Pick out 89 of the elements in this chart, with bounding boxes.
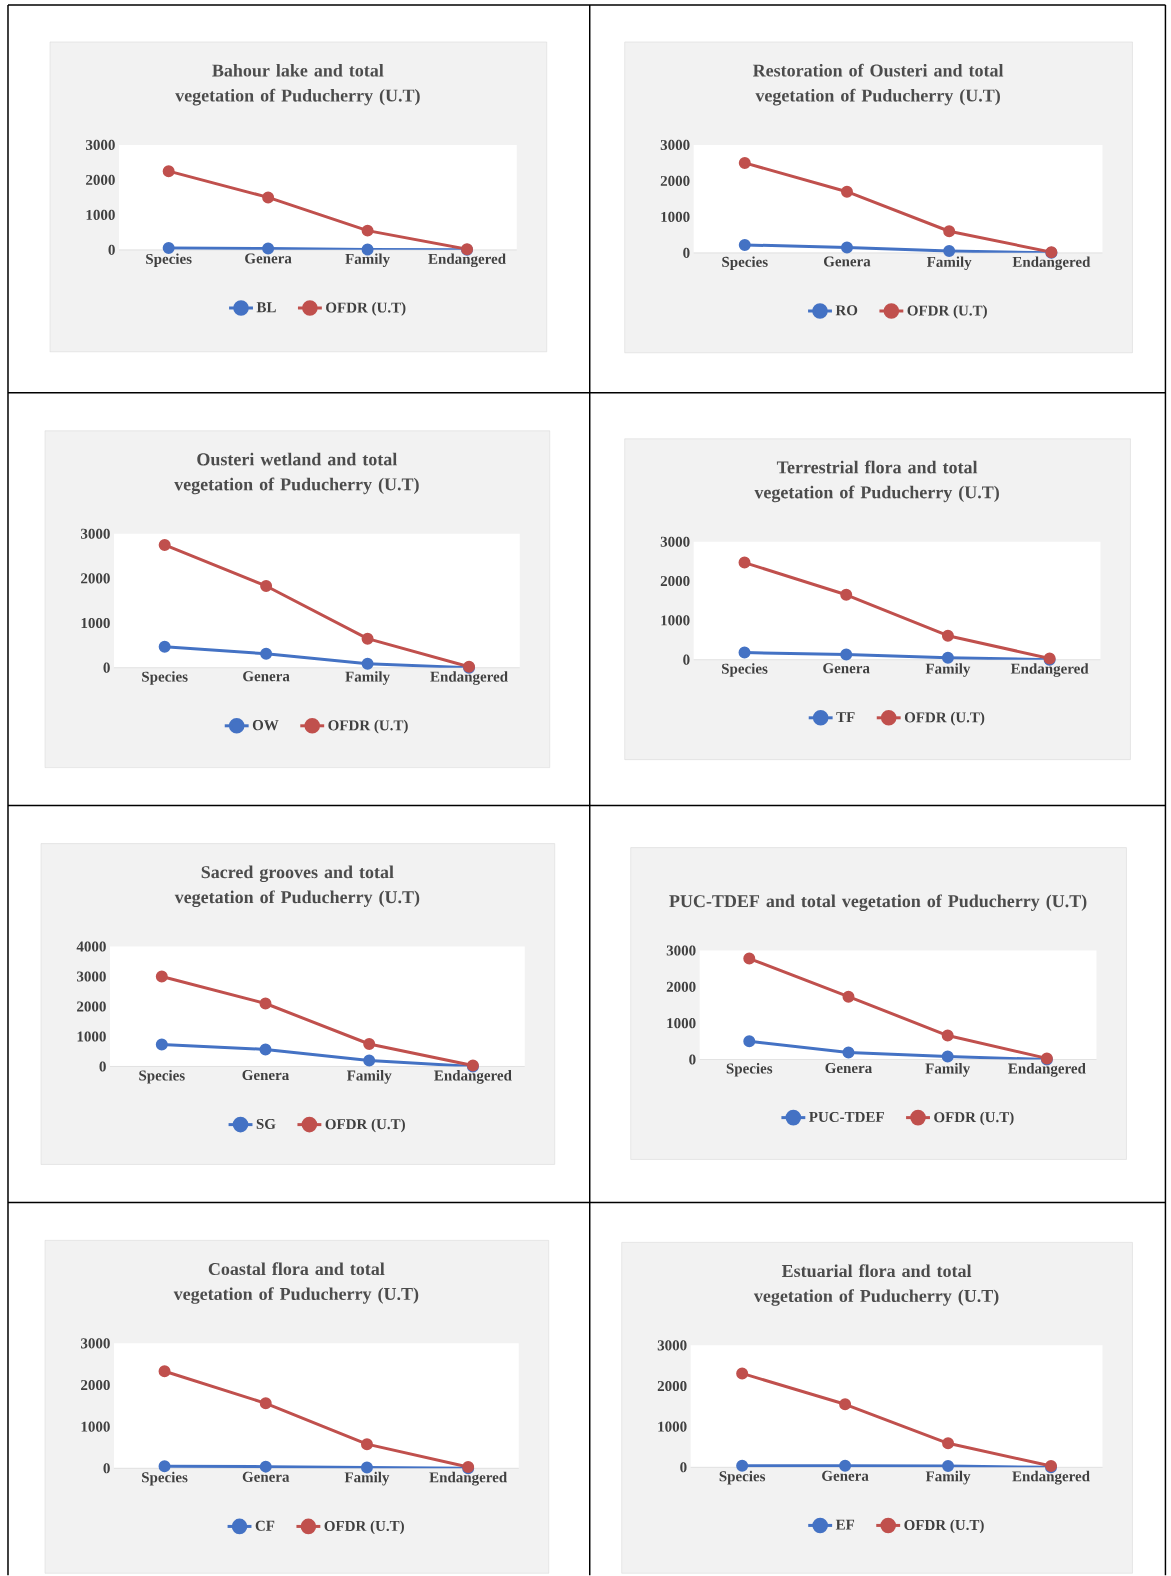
- y-tick-label: 1000: [658, 1421, 687, 1432]
- y-tick-label: 0: [682, 654, 690, 665]
- x-tick-label: Genera: [821, 1470, 869, 1481]
- x-tick-label: Genera: [823, 256, 871, 267]
- y-tick-label: 0: [99, 1061, 106, 1072]
- legend-label: OFDR (U.T): [907, 305, 987, 319]
- y-tick-label: 1000: [661, 211, 690, 222]
- y-tick-label: 1000: [77, 1031, 106, 1042]
- y-tick-label: 0: [680, 1462, 687, 1473]
- y-tick-label: 2000: [657, 1380, 687, 1392]
- x-tick-label: Genera: [242, 1471, 290, 1482]
- x-tick-label: Endangered: [1012, 1470, 1090, 1485]
- legend-label: CF: [255, 1520, 275, 1531]
- x-tick-label: Family: [345, 253, 390, 268]
- x-tick-label: Genera: [823, 663, 870, 674]
- y-tick-label: 2000: [666, 981, 696, 992]
- chart-title: Sacred grooves and total vegetation of Puducherry (U.T): [174, 865, 420, 908]
- x-tick-label: Species: [722, 256, 768, 270]
- legend-label: PUC-TDEF: [808, 1111, 884, 1122]
- y-tick-label: 1000: [86, 209, 115, 220]
- y-tick-label: 3000: [85, 139, 115, 150]
- y-tick-label: 1000: [667, 1018, 696, 1029]
- chart-title: Restoration of Ousteri and total vegetation of Puducherry (U.T): [752, 63, 1003, 106]
- y-tick-label: 3000: [657, 1340, 687, 1351]
- x-tick-label: Family: [346, 1070, 392, 1084]
- y-tick-label: 3000: [660, 536, 690, 547]
- legend-label: SG: [256, 1118, 276, 1129]
- x-tick-label: Family: [345, 671, 390, 685]
- chart-title: PUC-TDEF and total vegetation of Puducherry (U.T): [669, 894, 1087, 912]
- x-tick-label: Species: [721, 663, 768, 677]
- chart-title: Bahour lake and total vegetation of Puducherry (U.T): [174, 63, 420, 106]
- x-tick-label: Genera: [242, 1070, 289, 1081]
- legend-label: TF: [836, 712, 855, 722]
- y-tick-label: 1000: [81, 617, 110, 629]
- x-tick-label: Family: [926, 256, 972, 271]
- x-tick-label: Species: [145, 253, 192, 267]
- legend-label: OFDR (U.T): [933, 1111, 1014, 1126]
- y-tick-label: 2000: [660, 175, 690, 186]
- x-tick-label: Family: [344, 1471, 390, 1486]
- legend-label: OFDR (U.T): [904, 711, 985, 726]
- x-tick-label: Endangered: [1012, 256, 1091, 271]
- legend-label: EF: [835, 1519, 854, 1530]
- y-tick-label: 2000: [80, 1379, 110, 1391]
- legend-label: BL: [256, 302, 276, 313]
- y-tick-label: 1000: [81, 1421, 110, 1432]
- chart-title: Ousteri wetland and total vegetation of Puducherry (U.T): [173, 452, 419, 495]
- y-tick-label: 2000: [76, 1001, 106, 1012]
- x-tick-label: Species: [719, 1470, 765, 1485]
- y-tick-label: 2000: [80, 573, 110, 584]
- legend-label: OFDR (U.T): [324, 1520, 404, 1535]
- x-tick-label: Endangered: [1010, 663, 1089, 677]
- y-tick-label: 0: [682, 247, 690, 258]
- x-tick-label: Genera: [244, 253, 292, 264]
- y-tick-label: 4000: [76, 941, 106, 952]
- legend-label: OFDR (U.T): [325, 1118, 405, 1133]
- y-tick-label: 3000: [666, 945, 696, 956]
- x-tick-label: Genera: [242, 671, 290, 682]
- x-tick-label: Endangered: [1007, 1063, 1086, 1077]
- y-tick-label: 2000: [85, 174, 115, 185]
- y-tick-label: 3000: [80, 528, 110, 539]
- y-tick-label: 3000: [76, 971, 106, 982]
- x-tick-label: Species: [141, 671, 188, 685]
- legend-label: RO: [835, 305, 857, 316]
- x-tick-label: Species: [139, 1070, 185, 1084]
- x-tick-label: Species: [726, 1063, 773, 1077]
- x-tick-label: Species: [141, 1471, 188, 1486]
- x-tick-label: Family: [925, 1470, 971, 1485]
- chart-title: Terrestrial flora and total vegetation of Puducherry (U.T): [754, 460, 999, 503]
- chart-title: Coastal flora and total vegetation of Puducherry (U.T): [173, 1262, 419, 1304]
- legend-label: OFDR (U.T): [325, 302, 406, 316]
- x-tick-label: Endangered: [430, 671, 508, 685]
- chart-title: Estuarial flora and total vegetation of Puducherry (U.T): [753, 1264, 999, 1306]
- x-tick-label: Endangered: [428, 253, 506, 268]
- legend-label: OFDR (U.T): [328, 719, 408, 734]
- y-tick-label: 1000: [661, 615, 690, 626]
- y-tick-label: 0: [688, 1054, 696, 1065]
- x-tick-label: Endangered: [433, 1070, 512, 1084]
- legend-label: OW: [252, 720, 279, 731]
- x-tick-label: Family: [925, 663, 971, 677]
- y-tick-label: 3000: [80, 1338, 110, 1349]
- y-tick-label: 0: [108, 244, 115, 255]
- x-tick-label: Genera: [825, 1063, 872, 1074]
- y-tick-label: 0: [103, 1463, 110, 1474]
- y-tick-label: 0: [103, 662, 110, 673]
- legend-label: OFDR (U.T): [904, 1519, 984, 1534]
- y-tick-label: 3000: [660, 139, 690, 150]
- x-tick-label: Endangered: [429, 1471, 507, 1486]
- x-tick-label: Family: [925, 1063, 970, 1077]
- y-tick-label: 2000: [660, 575, 690, 587]
